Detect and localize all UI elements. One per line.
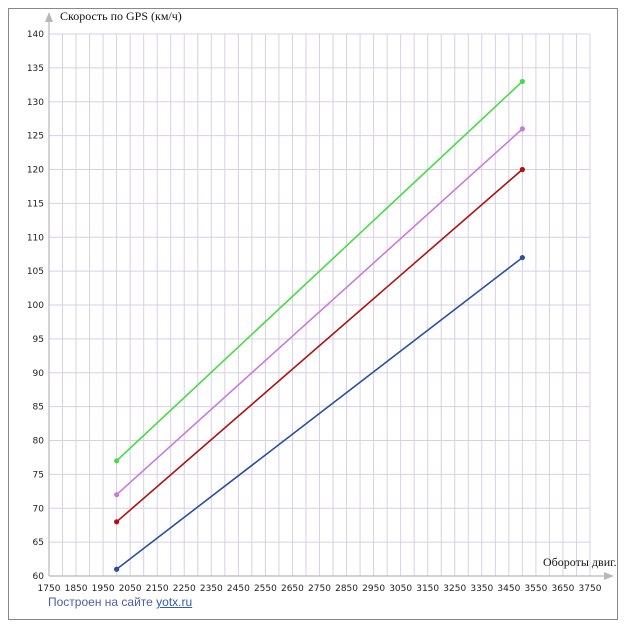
x-tick-label: 2250 — [173, 584, 196, 594]
x-tick-label: 2950 — [362, 584, 385, 594]
x-tick-label: 3250 — [443, 584, 466, 594]
x-tick-label: 2850 — [335, 584, 358, 594]
x-tick-label: 3550 — [524, 584, 547, 594]
series-line-1 — [116, 256, 523, 570]
y-tick-label: 140 — [27, 30, 44, 40]
series-line-3 — [116, 128, 523, 496]
x-tick-label: 3050 — [389, 584, 412, 594]
x-tick-label: 3350 — [470, 584, 493, 594]
site-credit: Построен на сайте yotx.ru — [48, 595, 192, 609]
data-point — [519, 254, 525, 261]
data-point — [114, 492, 120, 498]
y-tick-label: 110 — [27, 233, 44, 243]
data-point — [519, 78, 525, 85]
x-tick-label: 3750 — [579, 584, 602, 594]
y-tick-label: 115 — [27, 199, 44, 209]
series-line-2 — [116, 168, 523, 523]
grid — [48, 33, 591, 577]
x-tick-label: 1950 — [92, 584, 115, 594]
y-tick-label: 90 — [33, 369, 45, 379]
y-tick-label: 100 — [27, 301, 44, 311]
data-point — [519, 166, 525, 173]
data-point — [114, 458, 120, 464]
x-axis-label: Обороты двиг. — [543, 555, 617, 569]
y-tick-label: 135 — [27, 64, 44, 74]
x-tick-label: 2350 — [200, 584, 223, 594]
x-tick-label: 2450 — [227, 584, 250, 594]
y-tick-label: 105 — [27, 267, 44, 277]
series-line-4 — [116, 80, 523, 462]
data-point — [519, 126, 525, 132]
y-tick-label: 120 — [27, 166, 44, 176]
x-tick-label: 2550 — [254, 584, 277, 594]
series-lines — [114, 78, 525, 572]
y-tick-label: 65 — [33, 538, 44, 548]
x-tick-label: 2150 — [146, 584, 169, 594]
x-tick-label: 1750 — [38, 584, 61, 594]
axes — [45, 12, 614, 580]
x-tick-label: 2650 — [281, 584, 304, 594]
x-tick-label: 2050 — [119, 584, 142, 594]
x-tick-label: 3150 — [416, 584, 439, 594]
data-point — [114, 566, 120, 572]
y-axis-label: Скорость по GPS (км/ч) — [60, 9, 182, 23]
data-point — [114, 519, 120, 525]
y-tick-label: 85 — [33, 403, 44, 413]
x-tick-label: 1850 — [65, 584, 88, 594]
y-tick-label: 130 — [27, 98, 44, 108]
x-tick-label: 2750 — [308, 584, 331, 594]
chart-frame — [8, 8, 618, 620]
credit-text: Построен на сайте — [48, 595, 157, 609]
y-axis-arrow — [45, 12, 53, 22]
credit-link[interactable]: yotx.ru — [156, 595, 193, 609]
x-axis-arrow — [604, 572, 614, 580]
y-tick-labels: 60 65 70 75 80 85 90 95 100 105 110 115 120 125 130 135… — [27, 30, 44, 582]
y-tick-label: 60 — [33, 572, 45, 582]
x-tick-label: 3650 — [551, 584, 574, 594]
y-tick-label: 80 — [33, 437, 45, 447]
y-tick-label: 70 — [33, 504, 45, 514]
x-tick-labels: 1750 1850 1950 2050 2150 2250 2350 2450 2550 2650… — [38, 584, 602, 594]
y-tick-label: 125 — [27, 132, 44, 142]
y-tick-label: 95 — [33, 335, 44, 345]
x-tick-label: 3450 — [497, 584, 520, 594]
y-tick-label: 75 — [33, 470, 44, 480]
